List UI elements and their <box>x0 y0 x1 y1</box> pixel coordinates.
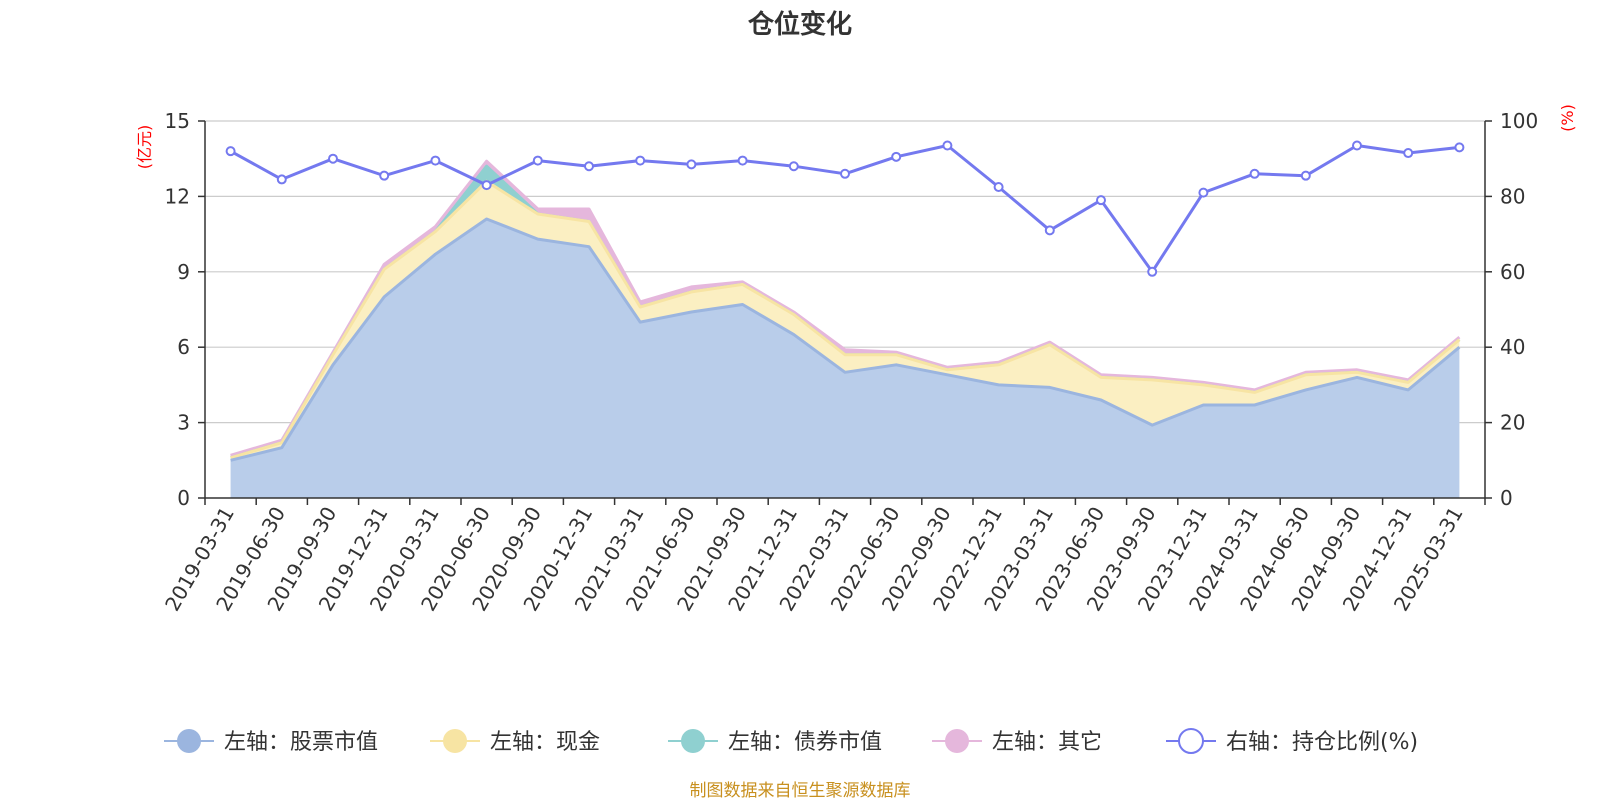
legend-marker <box>1178 728 1204 754</box>
right-tick-label: 60 <box>1500 260 1525 284</box>
right-tick-label: 0 <box>1500 486 1513 510</box>
holding-ratio-series <box>225 140 1465 277</box>
left-tick-label: 0 <box>177 486 190 510</box>
right-tick-label: 20 <box>1500 411 1525 435</box>
ratio-point <box>481 180 492 191</box>
legend-label: 右轴：持仓比例(%) <box>1226 730 1418 755</box>
ratio-point <box>1044 225 1055 236</box>
ratio-point <box>840 168 850 179</box>
ratio-point <box>737 155 748 166</box>
right-tick-label: 80 <box>1500 184 1525 208</box>
area-1 <box>230 181 1460 461</box>
legend-label: 左轴：债券市值 <box>728 730 882 755</box>
ratio-point <box>635 155 646 166</box>
right-tick-label: 100 <box>1500 109 1538 133</box>
left-tick-label: 9 <box>177 260 190 284</box>
ratio-point <box>1300 170 1311 181</box>
legend-marker <box>681 729 705 753</box>
legend-item: 右轴：持仓比例(%) <box>1166 728 1418 755</box>
legend-label: 左轴：其它 <box>992 730 1102 755</box>
area-line-3 <box>230 159 1461 457</box>
legend-label: 左轴：现金 <box>490 730 600 755</box>
area-line-0 <box>230 217 1461 462</box>
ratio-point <box>788 161 799 172</box>
chart-title: 仓位变化 <box>747 9 852 40</box>
ratio-point <box>1249 168 1260 179</box>
ratio-point <box>891 151 902 162</box>
ratio-point <box>1352 140 1362 151</box>
data-source-note: 制图数据来自恒生聚源数据库 <box>690 781 911 800</box>
ratio-point <box>942 140 953 151</box>
ratio-point <box>1096 195 1106 206</box>
legend-item: 左轴：债券市值 <box>668 729 882 755</box>
legend-marker <box>945 729 969 753</box>
left-tick-label: 15 <box>165 109 190 133</box>
legend-item: 左轴：现金 <box>430 729 600 755</box>
legend-marker <box>443 729 467 753</box>
stacked-areas <box>230 159 1461 498</box>
legend-label: 左轴：股票市值 <box>224 730 378 755</box>
left-tick-label: 3 <box>177 411 190 435</box>
area-0 <box>230 219 1460 498</box>
ratio-point <box>1454 142 1465 153</box>
legend-item: 左轴：股票市值 <box>164 729 378 755</box>
left-tick-label: 6 <box>177 335 190 359</box>
ratio-point <box>686 159 697 170</box>
right-tick-label: 40 <box>1500 335 1525 359</box>
ratio-point <box>584 161 594 172</box>
ratio-point <box>430 155 441 166</box>
ratio-point <box>993 181 1004 192</box>
ratio-point <box>379 170 390 181</box>
legend: 左轴：股票市值 左轴：现金 左轴：债券市值 左轴：其它 右轴：持仓比例(%) <box>164 728 1418 755</box>
ratio-point <box>276 174 287 185</box>
ratio-point <box>328 153 338 164</box>
legend-marker <box>177 729 201 753</box>
area-line-1 <box>230 179 1461 460</box>
left-axis-unit: (亿元) <box>135 125 154 170</box>
ratio-point <box>1403 148 1414 159</box>
legend-item: 左轴：其它 <box>932 729 1102 755</box>
ratio-point <box>225 146 236 157</box>
ratio-point <box>532 155 543 166</box>
right-axis-unit: (%) <box>1558 104 1577 132</box>
ratio-point <box>1147 266 1158 277</box>
ratio-point <box>1198 187 1209 198</box>
left-tick-label: 12 <box>165 184 190 208</box>
